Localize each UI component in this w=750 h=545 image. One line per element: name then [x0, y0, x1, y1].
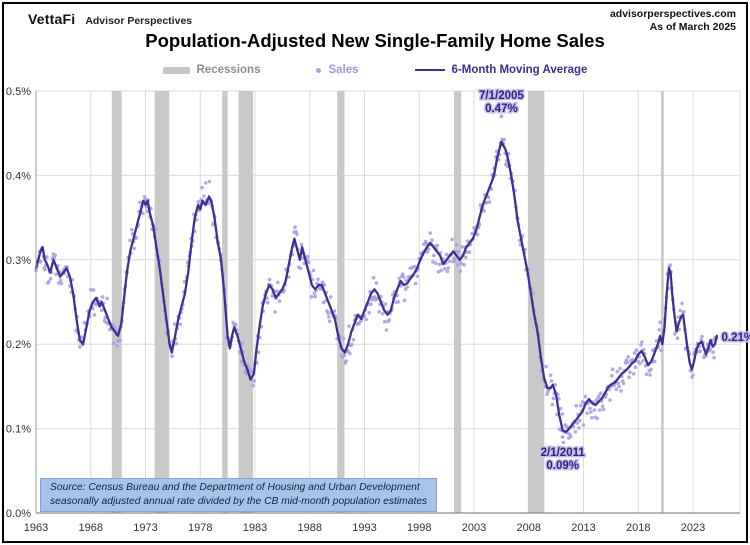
source-note-line1: Source: Census Bureau and the Department…	[50, 482, 420, 493]
chart-annotation: 0.21%	[722, 332, 750, 344]
recession-swatch-icon	[162, 66, 190, 74]
x-tick-label: 1963	[24, 522, 48, 534]
x-tick-label: 1968	[79, 522, 103, 534]
gridlines	[36, 90, 741, 513]
highlight-sales-point	[499, 114, 504, 119]
as-of-date: As of March 2025	[649, 21, 736, 34]
legend-recessions-label: Recessions	[196, 64, 261, 76]
x-tick-label: 2013	[571, 522, 595, 534]
source-note-line2: seasonally adjusted annual rate divided …	[50, 495, 428, 507]
moving-average-series	[34, 140, 718, 434]
y-tick-label: 0.0%	[6, 508, 31, 520]
legend-moving-average-label: 6-Month Moving Average	[451, 64, 588, 76]
legend-item-sales: Sales	[316, 64, 359, 76]
recession-bar	[337, 91, 345, 513]
brand-subtitle: Advisor Perspectives	[85, 15, 193, 27]
recession-bar	[154, 91, 170, 513]
recession-bar	[661, 91, 664, 513]
x-tick-label: 1998	[407, 522, 431, 534]
axes	[35, 91, 740, 514]
chart-annotation: 2/1/2011	[541, 447, 586, 459]
y-tick-label: 0.3%	[6, 255, 31, 267]
moving-average-line	[34, 140, 718, 434]
x-tick-label: 2023	[681, 522, 705, 534]
recession-bar	[111, 91, 122, 513]
brand-block: VettaFi Advisor Perspectives	[28, 11, 192, 27]
chart-legend: Recessions Sales 6-Month Moving Average	[0, 64, 750, 76]
x-tick-label: 2008	[517, 522, 541, 534]
source-note-box: Source: Census Bureau and the Department…	[40, 478, 438, 513]
x-tick-label: 1978	[188, 522, 212, 534]
recession-bars	[111, 91, 664, 513]
legend-item-moving-average: 6-Month Moving Average	[414, 64, 588, 76]
page-title: Population-Adjusted New Single-Family Ho…	[145, 30, 605, 51]
legend-item-recessions: Recessions	[162, 64, 261, 76]
x-tick-label: 2003	[462, 522, 486, 534]
site-attribution: advisorperspectives.com As of March 2025	[610, 8, 736, 34]
y-tick-label: 0.5%	[6, 86, 31, 98]
recession-bar	[238, 91, 254, 513]
sales-dot-icon	[316, 67, 322, 73]
y-tick-label: 0.1%	[6, 424, 31, 436]
x-tick-label: 2018	[626, 522, 650, 534]
y-tick-label: 0.2%	[6, 339, 31, 351]
sales-scatter	[34, 114, 719, 445]
x-tick-label: 1988	[298, 522, 322, 534]
chart-annotation: 0.47%	[485, 103, 518, 115]
axis-tick-labels: 0.5% 0.4% 0.3% 0.2% 0.1% 0.0% 1963 1968 1973 1978…	[6, 86, 705, 534]
x-tick-label: 1993	[352, 522, 376, 534]
x-tick-label: 1983	[243, 522, 267, 534]
vettafi-logo: VettaFi	[28, 11, 76, 27]
moving-average-line-icon	[414, 69, 445, 71]
x-tick-label: 1973	[133, 522, 157, 534]
chart-annotation: 7/1/2005	[479, 90, 524, 102]
chart-annotation: 0.09%	[546, 460, 579, 472]
legend-sales-label: Sales	[328, 64, 359, 76]
site-url: advisorperspectives.com	[609, 8, 736, 20]
highlight-sales-point	[560, 435, 565, 439]
recession-bar	[453, 91, 462, 513]
recession-bar	[527, 91, 545, 513]
y-tick-label: 0.4%	[6, 170, 31, 182]
